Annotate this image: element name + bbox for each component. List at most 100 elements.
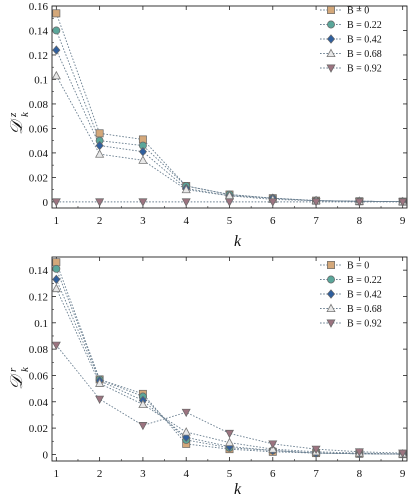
x-tick-label: 8 — [357, 215, 363, 227]
data-point-series-1 — [52, 258, 61, 267]
data-point-series-5 — [268, 198, 278, 207]
series-line-5 — [55, 344, 403, 454]
legend-marker — [326, 289, 336, 299]
x-tick-label: 5 — [227, 468, 233, 480]
data-point-series-3 — [52, 274, 61, 285]
x-tick-label: 9 — [400, 468, 406, 480]
y-axis-label: 𝒟z k — [7, 111, 31, 135]
y-tick-label: 0.08 — [29, 344, 49, 356]
y-axis-label-subscript: k — [19, 111, 31, 117]
legend-label: B = 0.22 — [347, 275, 382, 286]
y-tick-label: 0.02 — [29, 172, 48, 184]
data-point-series-5 — [398, 198, 408, 207]
y-tick-label: 0.14 — [29, 25, 49, 37]
x-tick-label: 5 — [227, 215, 233, 227]
x-tick-label: 6 — [270, 468, 276, 480]
legend-label: B = 0.68 — [347, 49, 382, 60]
x-tick-label: 2 — [97, 215, 103, 227]
y-tick-label: 0 — [43, 197, 49, 209]
data-point-series-5 — [311, 198, 321, 207]
data-point-series-4 — [138, 155, 148, 164]
y-tick-label: 0.06 — [29, 370, 49, 382]
legend-marker — [326, 48, 336, 57]
x-axis-label: k — [234, 481, 242, 498]
series-line-3 — [55, 279, 403, 455]
y-tick-label: 0.06 — [29, 123, 49, 135]
data-point-series-5 — [398, 449, 408, 458]
data-point-series-5 — [181, 198, 191, 207]
legend-marker — [326, 64, 336, 73]
legend-marker — [327, 275, 335, 284]
y-axis-label: 𝒟r k — [7, 366, 31, 390]
data-point-series-5 — [138, 422, 148, 431]
legend-label: B = 0.22 — [347, 20, 382, 31]
series-line-3 — [55, 49, 403, 203]
y-axis-label-symbol: 𝒟 — [7, 373, 26, 390]
y-tick-label: 0.1 — [34, 74, 48, 86]
y-tick-label: 0.16 — [29, 1, 49, 13]
series-line-4 — [55, 75, 403, 203]
data-point-series-4 — [224, 437, 235, 447]
data-point-series-4 — [51, 283, 61, 293]
legend-label: B = 0 — [347, 6, 369, 17]
x-tick-label: 7 — [313, 468, 319, 480]
y-axis-label-symbol: 𝒟 — [7, 118, 26, 135]
data-point-series-4 — [181, 427, 191, 436]
x-tick-label: 1 — [54, 468, 60, 480]
data-point-series-5 — [138, 198, 148, 207]
legend-label: B = 0.92 — [347, 64, 382, 75]
chart-panel-1: 1 2 3 4 5 6 7 8 9 0 0.02 0.04 0.06 0.08 0.1 0.12 0.14 0.1… — [7, 1, 408, 250]
legend-label: B = 0 — [347, 261, 369, 272]
y-axis-label-superscript: z — [7, 112, 19, 118]
data-point-series-5 — [268, 440, 278, 449]
y-tick-label: 0.02 — [29, 423, 48, 435]
legend-label: B = 0.68 — [347, 304, 382, 315]
x-tick-label: 4 — [183, 468, 189, 480]
y-tick-label: 0.08 — [29, 99, 49, 111]
x-tick-label: 8 — [357, 468, 363, 480]
y-tick-label: 0.12 — [29, 291, 48, 303]
legend: B = 0 B = 0.22 B = 0.42 B = 0.68 B = 0.92 — [320, 6, 382, 75]
legend-marker — [327, 6, 335, 14]
data-point-series-5 — [225, 429, 234, 439]
data-point-series-4 — [51, 70, 61, 80]
y-tick-label: 0.04 — [29, 148, 49, 160]
data-point-series-5 — [354, 448, 364, 457]
data-point-series-5 — [51, 198, 61, 207]
data-point-series-4 — [138, 399, 148, 408]
x-tick-label: 3 — [140, 215, 146, 227]
data-point-series-4 — [95, 149, 105, 158]
data-point-series-3 — [52, 45, 61, 55]
data-point-series-5 — [354, 198, 364, 207]
legend-label: B = 0.42 — [347, 290, 382, 301]
legend-label: B = 0.42 — [347, 35, 382, 46]
x-tick-label: 9 — [400, 215, 406, 227]
legend-marker — [326, 303, 336, 313]
x-tick-label: 6 — [270, 215, 276, 227]
data-point-series-4 — [95, 378, 105, 387]
chart-panel-2: 1 2 3 4 5 6 7 8 9 0 0.02 0.04 0.06 0.08 0.1 0.12 0.14 k 𝒟r… — [7, 256, 408, 498]
x-tick-label: 3 — [140, 468, 146, 480]
legend: B = 0 B = 0.22 B = 0.42 B = 0.68 B = 0.92 — [320, 261, 382, 330]
legend-marker — [326, 319, 336, 328]
x-tick-label: 2 — [97, 468, 103, 480]
y-axis-label-superscript: r — [7, 367, 19, 372]
legend-marker — [327, 20, 335, 29]
y-tick-label: 0.04 — [29, 397, 49, 409]
data-point-series-2 — [52, 26, 61, 35]
data-point-series-2 — [52, 264, 61, 273]
x-tick-label: 1 — [54, 215, 60, 227]
data-point-series-5 — [95, 198, 105, 207]
y-tick-label: 0.14 — [29, 265, 49, 277]
data-point-series-4 — [181, 184, 191, 194]
data-point-series-5 — [95, 395, 105, 404]
y-tick-label: 0.12 — [29, 50, 48, 62]
data-point-series-5 — [181, 408, 191, 418]
data-point-series-1 — [52, 9, 61, 18]
x-tick-label: 7 — [313, 215, 319, 227]
y-tick-label: 0.1 — [34, 318, 48, 330]
y-tick-label: 0 — [43, 449, 49, 461]
legend-marker — [326, 34, 336, 44]
